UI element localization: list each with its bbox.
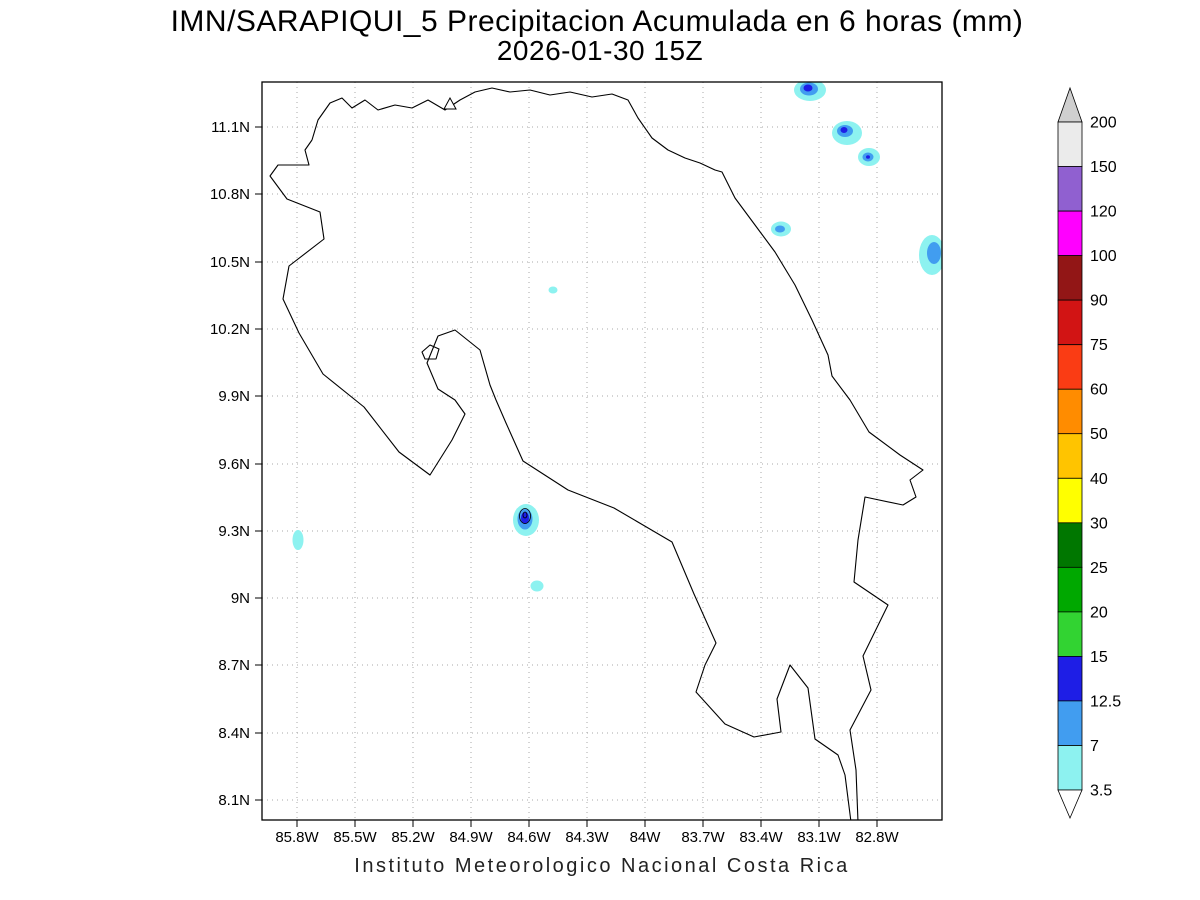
axis-ticks <box>255 126 878 827</box>
costa-rica-coastline <box>269 87 924 820</box>
lat-tick-label: 10.8N <box>210 186 250 203</box>
lat-tick-label: 8.1N <box>218 792 250 809</box>
colorbar-band <box>1057 255 1083 301</box>
lat-tick-label: 9.9N <box>218 388 250 405</box>
colorbar-label: 75 <box>1090 337 1108 354</box>
colorbar-label: 60 <box>1090 382 1108 399</box>
lon-tick-label: 83.7W <box>681 829 725 846</box>
colorbar-label: 90 <box>1090 293 1108 310</box>
colorbar-band <box>1057 121 1083 167</box>
colorbar-band <box>1057 344 1083 390</box>
lat-axis-labels: 11.1N 10.8N 10.5N 10.2N 9.9N 9.6N 9.3N 9… <box>210 119 250 809</box>
precip-band-core <box>866 155 870 159</box>
colorbar-label: 7 <box>1090 738 1099 755</box>
precip-cell <box>513 504 539 536</box>
lat-tick-label: 11.1N <box>211 119 250 136</box>
colorbar: 200 150 120 100 90 75 60 50 40 30 25 20 … <box>1057 86 1121 820</box>
colorbar-band <box>1057 433 1083 479</box>
lat-tick-label: 10.5N <box>210 254 250 271</box>
lat-tick-label: 9N <box>231 590 250 607</box>
colorbar-over-arrow <box>1057 86 1083 123</box>
colorbar-label: 20 <box>1090 604 1108 621</box>
lon-tick-label: 84.3W <box>565 829 609 846</box>
lon-tick-label: 82.8W <box>855 829 899 846</box>
lat-tick-label: 9.3N <box>218 523 250 540</box>
map-content <box>269 82 942 820</box>
colorbar-band <box>1057 656 1083 702</box>
lon-tick-label: 84W <box>630 829 662 846</box>
colorbar-under-arrow <box>1057 789 1083 820</box>
precip-cell <box>919 235 942 275</box>
colorbar-labels: 200 150 120 100 90 75 60 50 40 30 25 20 … <box>1090 115 1121 800</box>
colorbar-label: 120 <box>1090 204 1117 221</box>
colorbar-label: 3.5 <box>1090 783 1112 800</box>
colorbar-band <box>1057 700 1083 746</box>
colorbar-label: 30 <box>1090 515 1108 532</box>
colorbar-label: 200 <box>1090 115 1117 132</box>
colorbar-label: 12.5 <box>1090 693 1121 710</box>
colorbar-label: 40 <box>1090 471 1108 488</box>
title-line-2: 2026-01-30 15Z <box>497 35 703 66</box>
precip-band-mid <box>927 242 941 264</box>
lon-tick-label: 84.6W <box>507 829 551 846</box>
lon-axis-labels: 85.8W 85.5W 85.2W 84.9W 84.6W 84.3W 84W … <box>275 829 899 846</box>
lon-tick-label: 84.9W <box>449 829 493 846</box>
lat-tick-label: 8.4N <box>218 725 250 742</box>
precip-cell <box>548 286 558 294</box>
precip-band-core <box>803 84 813 92</box>
precip-cell <box>530 580 544 592</box>
colorbar-band <box>1057 210 1083 257</box>
precip-band-mid <box>775 225 785 233</box>
lat-tick-label: 8.7N <box>218 657 250 674</box>
colorbar-band <box>1057 299 1083 346</box>
precip-cell <box>858 148 880 166</box>
lon-tick-label: 85.5W <box>333 829 377 846</box>
chira-island-outline <box>421 344 440 360</box>
colorbar-band <box>1057 388 1083 435</box>
map-area: 11.1N 10.8N 10.5N 10.2N 9.9N 9.6N 9.3N 9… <box>210 81 943 846</box>
precip-cell <box>771 221 791 237</box>
colorbar-band <box>1057 166 1083 212</box>
precip-band-light <box>548 286 558 294</box>
colorbar-band <box>1057 611 1083 657</box>
title-line-1: IMN/SARAPIQUI_5 Precipitacion Acumulada … <box>171 5 1024 38</box>
map-frame <box>261 81 943 821</box>
colorbar-band <box>1057 745 1083 791</box>
precip-band-core <box>840 127 848 133</box>
lon-tick-label: 85.2W <box>391 829 435 846</box>
precip-contour <box>519 508 531 524</box>
colorbar-band <box>1057 522 1083 568</box>
precip-band-light <box>530 580 544 592</box>
lat-tick-label: 9.6N <box>218 456 250 473</box>
colorbar-label: 15 <box>1090 649 1108 666</box>
grid-lines <box>262 82 942 820</box>
precip-cell <box>832 121 862 145</box>
precip-shading <box>292 82 942 592</box>
lon-tick-label: 83.1W <box>797 829 841 846</box>
lat-tick-label: 10.2N <box>210 321 250 338</box>
colorbar-label: 100 <box>1090 248 1117 265</box>
precip-band-light <box>292 530 304 550</box>
colorbar-band <box>1057 566 1083 613</box>
lon-tick-label: 83.4W <box>739 829 783 846</box>
precip-cell <box>794 82 826 101</box>
precip-contour <box>522 511 528 519</box>
triangle-marker <box>443 96 457 110</box>
colorbar-label: 150 <box>1090 159 1117 176</box>
precip-cell <box>292 530 304 550</box>
colorbar-label: 50 <box>1090 426 1108 443</box>
lon-tick-label: 85.8W <box>275 829 319 846</box>
colorbar-band <box>1057 477 1083 524</box>
colorbar-label: 25 <box>1090 560 1108 577</box>
footer-caption: Instituto Meteorologico Nacional Costa R… <box>354 855 849 877</box>
